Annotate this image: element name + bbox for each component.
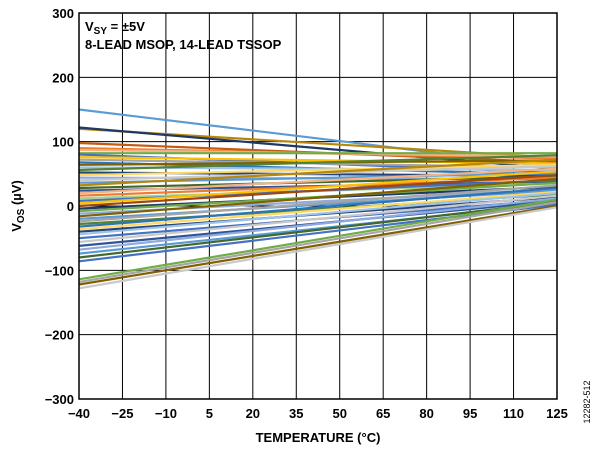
series-line-14 — [78, 154, 558, 172]
series-line-46 — [78, 203, 558, 263]
annotation-supply-voltage: VSY = ±5V — [85, 19, 145, 37]
series-line-47 — [78, 198, 558, 281]
series-line-43 — [78, 197, 558, 251]
series-line-37 — [78, 190, 558, 231]
annotation-package: 8-LEAD MSOP, 14-LEAD TSSOP — [85, 37, 282, 52]
series-line-21 — [78, 175, 558, 190]
series-line-50 — [78, 206, 558, 290]
series-group — [78, 108, 558, 290]
annotation-supply-main: V — [85, 19, 94, 34]
x-tick-label: 50 — [332, 406, 346, 421]
x-tick-label: −40 — [68, 406, 90, 421]
x-tick-label: −10 — [155, 406, 177, 421]
series-line-20 — [78, 158, 558, 187]
x-tick-label: 20 — [246, 406, 260, 421]
y-axis-title-subscript: OS — [16, 208, 27, 223]
series-line-27 — [78, 170, 558, 205]
y-axis-title-unit: (µV) — [9, 180, 24, 208]
series-line-39 — [78, 192, 558, 236]
y-tick-labels: −300 −200 −100 0 100 200 300 — [45, 6, 74, 407]
series-line-48 — [78, 201, 558, 283]
series-line-45 — [78, 201, 558, 259]
series-line-23 — [78, 167, 558, 195]
x-tick-label: −25 — [111, 406, 133, 421]
series-line-16 — [78, 163, 558, 177]
series-line-41 — [78, 194, 558, 244]
figure-id: 12282-512 — [582, 380, 592, 423]
x-tick-label: 35 — [289, 406, 303, 421]
y-tick-label: 100 — [52, 135, 74, 150]
x-tick-label: 5 — [206, 406, 213, 421]
x-tick-labels: −40 −25 −10 5 20 35 50 65 80 95 110 125 — [68, 406, 568, 421]
series-line-36 — [78, 186, 558, 228]
y-axis-title-main: V — [9, 223, 24, 232]
y-tick-label: 300 — [52, 6, 74, 21]
x-tick-label: 110 — [503, 406, 524, 421]
x-tick-label: 95 — [463, 406, 477, 421]
x-tick-label: 80 — [419, 406, 433, 421]
x-tick-label: 125 — [546, 406, 568, 421]
y-tick-label: −300 — [45, 392, 74, 407]
y-tick-label: −100 — [45, 263, 74, 278]
y-tick-label: 200 — [52, 70, 74, 85]
series-line-32 — [78, 177, 558, 218]
x-tick-label: 65 — [376, 406, 390, 421]
series-line-34 — [78, 184, 558, 223]
series-line-9 — [78, 156, 558, 165]
series-line-28 — [78, 174, 558, 208]
y-tick-label: −200 — [45, 328, 74, 343]
x-axis-title: TEMPERATURE (°C) — [256, 430, 381, 445]
plot-frame — [78, 12, 558, 400]
y-axis-title: VOS (µV) — [9, 180, 27, 232]
y-tick-label: 0 — [67, 199, 74, 214]
annotation-supply-subscript: SY — [94, 26, 108, 37]
annotation-supply-value: = ±5V — [107, 19, 145, 34]
series-line-49 — [78, 204, 558, 286]
